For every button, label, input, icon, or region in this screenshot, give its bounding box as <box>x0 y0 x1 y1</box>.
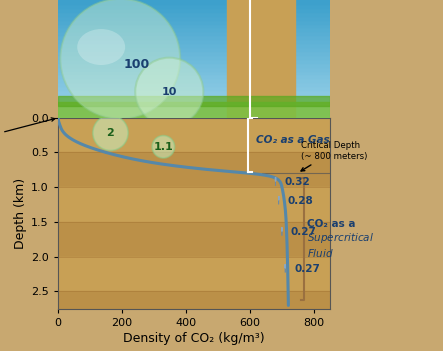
Text: 0.28: 0.28 <box>288 196 314 206</box>
Text: 0.27: 0.27 <box>291 227 317 237</box>
Bar <box>58 63 330 67</box>
Text: 100: 100 <box>124 58 150 71</box>
Bar <box>58 106 330 110</box>
Bar <box>58 47 330 51</box>
Bar <box>58 24 330 27</box>
Text: Critical Depth
(~ 800 meters): Critical Depth (~ 800 meters) <box>300 141 367 171</box>
Bar <box>58 222 330 257</box>
Bar <box>58 74 330 78</box>
Bar <box>58 67 330 71</box>
Bar <box>58 59 330 63</box>
Bar <box>58 16 330 20</box>
Bar <box>58 102 330 124</box>
Ellipse shape <box>60 0 180 119</box>
Y-axis label: Depth (km): Depth (km) <box>14 178 27 249</box>
Bar <box>58 98 330 102</box>
Bar <box>58 90 330 94</box>
Bar <box>58 121 330 139</box>
Bar <box>58 110 330 114</box>
Ellipse shape <box>152 135 175 158</box>
Bar <box>58 257 330 291</box>
Bar <box>58 43 330 47</box>
Bar <box>58 187 330 222</box>
Bar <box>58 20 330 24</box>
Bar <box>58 27 330 31</box>
Text: 0.32: 0.32 <box>284 177 310 187</box>
Bar <box>58 102 330 106</box>
Ellipse shape <box>77 29 125 65</box>
Bar <box>58 71 330 74</box>
Text: 2: 2 <box>107 128 114 138</box>
Bar <box>58 97 330 106</box>
Bar <box>58 114 330 118</box>
Bar <box>58 55 330 59</box>
Bar <box>58 31 330 35</box>
Bar <box>58 8 330 12</box>
Bar <box>58 0 330 4</box>
Bar <box>58 35 330 39</box>
Bar <box>58 78 330 82</box>
Bar <box>58 39 330 43</box>
X-axis label: Density of CO₂ (kg/m³): Density of CO₂ (kg/m³) <box>123 332 264 345</box>
Text: 0.27: 0.27 <box>294 264 320 274</box>
Bar <box>58 4 330 8</box>
Bar <box>58 94 330 98</box>
Bar <box>58 86 330 90</box>
Text: CO₂ as a Gas: CO₂ as a Gas <box>256 135 330 145</box>
Bar <box>58 51 330 55</box>
Bar <box>58 118 330 152</box>
Bar <box>58 82 330 86</box>
Text: 1.1: 1.1 <box>153 142 173 152</box>
Bar <box>58 12 330 16</box>
Bar <box>58 152 330 187</box>
Ellipse shape <box>93 115 128 151</box>
Text: 10: 10 <box>162 87 177 97</box>
Bar <box>58 291 330 326</box>
Text: CO₂ as a
$\it{Supercritical}$
$\it{Fluid}$: CO₂ as a $\it{Supercritical}$ $\it{Fluid… <box>307 219 374 259</box>
Ellipse shape <box>135 58 203 126</box>
Text: Point of Injection
at Surface Level: Point of Injection at Surface Level <box>0 118 55 152</box>
Bar <box>226 0 295 118</box>
